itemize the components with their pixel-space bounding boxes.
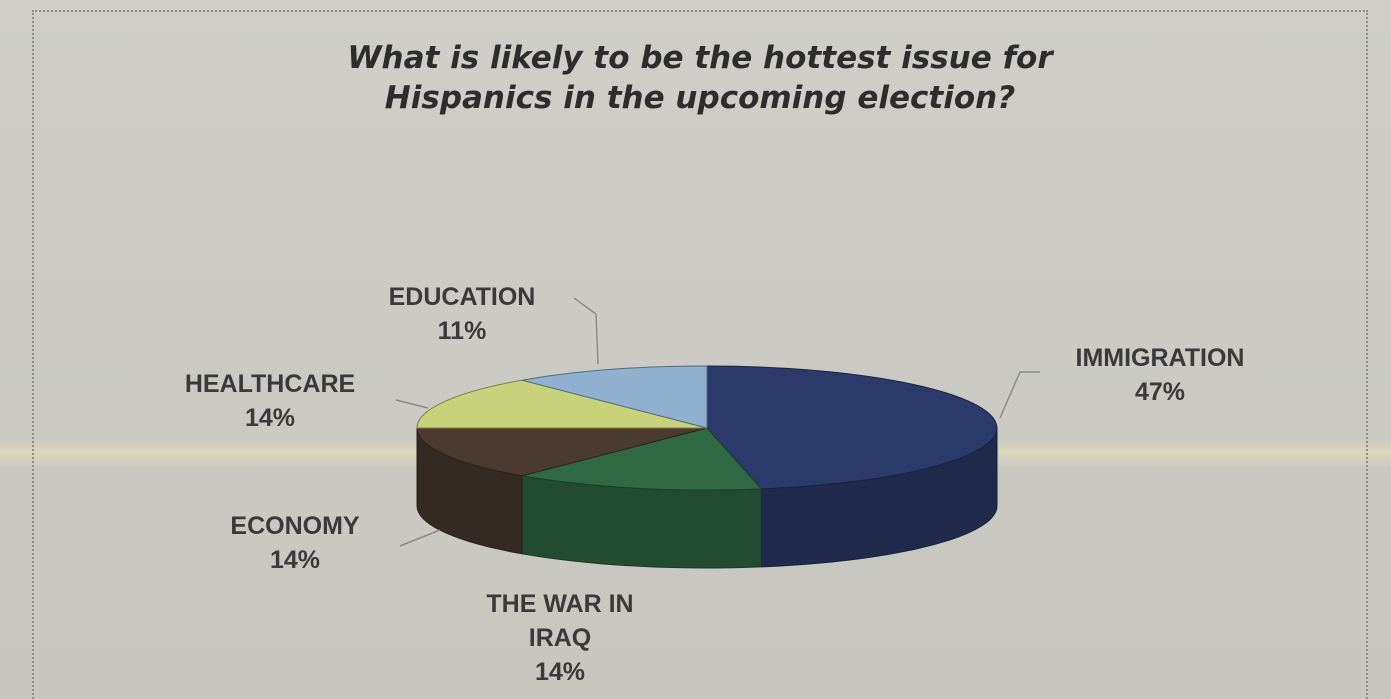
leader-line-education <box>573 297 599 365</box>
slice-label-healthcare-1: HEALTHCARE <box>185 370 355 398</box>
leader-lines <box>395 297 1040 547</box>
slice-labels: IMMIGRATION 47% THE WAR IN IRAQ 14% ECONOMY 14… <box>185 283 1245 686</box>
pie-slice-education <box>521 365 708 429</box>
pie-slice-immigration <box>706 365 998 490</box>
slice-value-immigration: 47% <box>1135 378 1185 406</box>
slice-value-healthcare: 14% <box>245 404 295 432</box>
slice-label-education-1: EDUCATION <box>389 283 536 311</box>
slice-label-economy-1: ECONOMY <box>230 512 360 540</box>
leader-line-economy <box>399 529 441 547</box>
slice-value-education: 11% <box>438 317 487 345</box>
slice-label-the-war-in-iraq-1: THE WAR IN <box>486 590 633 618</box>
leader-line-healthcare <box>395 399 429 409</box>
leader-line-immigration <box>999 371 1040 419</box>
slice-value-economy: 14% <box>270 546 320 574</box>
slice-label-the-war-in-iraq-2: IRAQ <box>529 624 592 652</box>
pie-slice-healthcare <box>416 379 708 429</box>
slice-label-immigration-1: IMMIGRATION <box>1076 344 1245 372</box>
pie-slice-the-war-in-iraq <box>521 427 763 491</box>
chart-frame <box>32 10 1368 699</box>
chart-title-line-2: Hispanics in the upcoming election? <box>384 80 1016 116</box>
pie-3d <box>416 365 998 569</box>
chart-title: What is likely to be the hottest issue f… <box>200 38 1200 118</box>
chart-title-line-1: What is likely to be the hottest issue f… <box>347 40 1053 76</box>
slice-value-the-war-in-iraq: 14% <box>535 658 585 686</box>
pie-slice-economy <box>416 427 708 477</box>
